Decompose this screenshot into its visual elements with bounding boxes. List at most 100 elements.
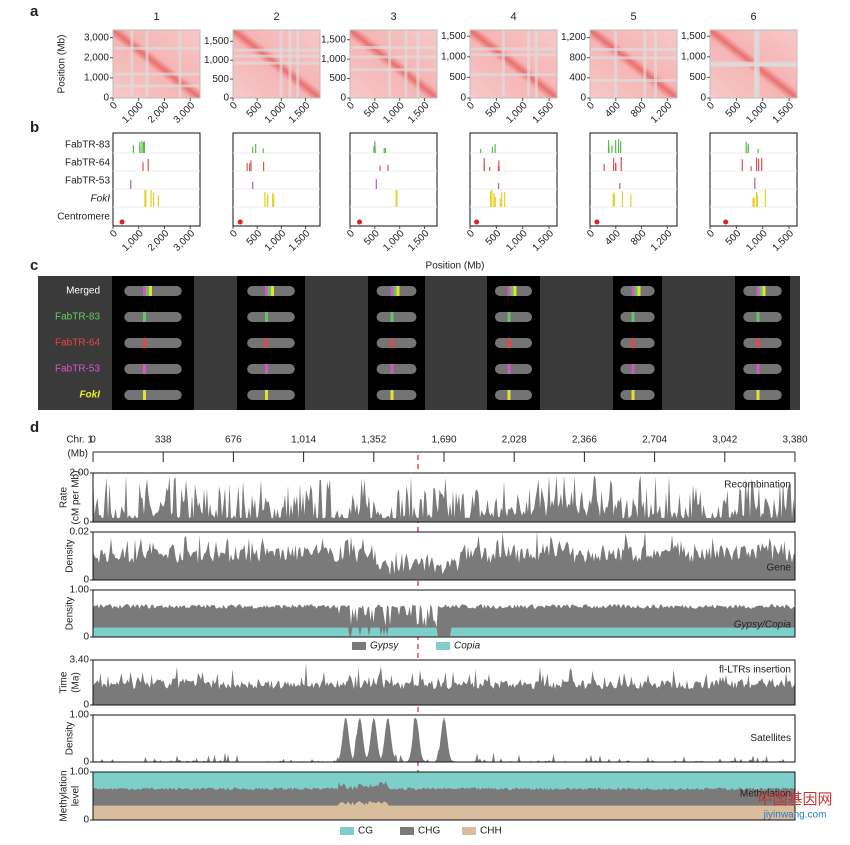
signal-spot: [143, 286, 146, 296]
chromosome: [247, 390, 295, 400]
x-tick-label: 2,000: [146, 100, 172, 126]
y-axis-title: Position (Mb): [57, 35, 68, 94]
signal-spot: [390, 312, 394, 322]
heatmap-stripe: [178, 30, 182, 98]
y-axis-title: Density: [65, 722, 76, 755]
heatmap: [350, 30, 437, 98]
row-label: FabTR-53: [55, 364, 100, 375]
watermark: jiyinwang.com: [763, 810, 827, 821]
signal-spot: [507, 286, 511, 296]
track-frame: [92, 589, 796, 638]
heatmap-stripe: [233, 48, 320, 52]
heatmap-stripe: [710, 63, 797, 67]
x-tick-label: 2,028: [502, 435, 527, 446]
signal-spot: [149, 286, 152, 296]
centromere-dot: [119, 219, 125, 225]
row-label: FabTR-83: [55, 312, 100, 323]
signal-spot: [265, 338, 268, 348]
heatmap-stripe: [130, 30, 134, 98]
heatmap-stripe: [113, 84, 200, 88]
x-tick-label: 1,014: [291, 435, 316, 446]
y-tick-label: 1,000: [84, 73, 109, 84]
plot-title: 3: [390, 11, 396, 23]
legend-label: Copia: [454, 641, 481, 652]
signal-spot: [396, 286, 400, 296]
x-tick-label: 0: [465, 100, 477, 112]
plot-title: 5: [630, 11, 636, 23]
axis-title: Chr. 1: [66, 435, 93, 446]
heatmap-stripe: [534, 30, 538, 98]
track-box: [232, 132, 321, 227]
plot-title: 4: [510, 11, 516, 23]
x-tick-label: 1,500: [531, 228, 557, 254]
signal-spot: [631, 286, 635, 296]
y-tick-label: 1.00: [70, 767, 90, 778]
y-tick-label: 500: [329, 73, 346, 84]
heatmap-stripe: [404, 30, 408, 98]
plot-title: 6: [750, 11, 756, 23]
y-tick-label: 0: [223, 93, 229, 104]
centromere-dot: [357, 219, 363, 225]
signal-spot: [271, 286, 274, 296]
signal-spot: [631, 338, 635, 348]
signal-spot: [143, 338, 146, 348]
x-tick-label: 1,690: [431, 435, 456, 446]
track-box: [349, 132, 438, 227]
track-box: [589, 132, 678, 227]
y-tick-label: 1,000: [681, 51, 706, 62]
x-tick-label: 0: [108, 228, 120, 240]
y-tick-label: 500: [689, 72, 706, 83]
x-tick-label: 1,000: [381, 228, 407, 254]
signal-spot: [759, 286, 763, 296]
signal-spot: [637, 286, 641, 296]
chromosome: [247, 312, 295, 322]
signal-spot: [143, 312, 146, 322]
signal-spot: [265, 286, 268, 296]
track-box: [469, 132, 558, 227]
panel-label: b: [30, 119, 39, 136]
x-tick-label: 500: [484, 228, 504, 248]
x-tick-label: 2,704: [642, 435, 667, 446]
y-tick-label: 1,500: [204, 36, 229, 47]
chromosome: [376, 364, 417, 374]
track-frame: [92, 659, 796, 706]
x-tick-label: 1,000: [120, 100, 146, 126]
heatmap-stripe: [145, 30, 149, 98]
y-tick-label: 1,500: [441, 31, 466, 42]
y-tick-label: 2.00: [70, 468, 90, 479]
x-tick-label: 1,500: [771, 228, 797, 254]
y-tick-label: 0: [83, 757, 89, 768]
heatmap-stripe: [416, 30, 420, 98]
legend-swatch: [340, 827, 354, 835]
heatmap-stripe: [654, 30, 658, 98]
y-tick-label: 0: [340, 93, 346, 104]
heatmap-stripe: [710, 61, 797, 65]
row-label: FokI: [91, 194, 111, 205]
x-tick-label: 500: [362, 100, 382, 120]
x-tick-label: 1,000: [504, 100, 530, 126]
x-tick-label: 1,000: [263, 100, 289, 126]
x-tick-label: 3,380: [782, 435, 807, 446]
x-tick-label: 500: [245, 228, 265, 248]
signal-spot: [390, 390, 394, 400]
heatmap-stripe: [590, 56, 677, 60]
signal-spot: [265, 390, 268, 400]
track-frame: [92, 531, 796, 581]
chromosome: [124, 390, 182, 400]
chh-area: [93, 801, 795, 820]
row-label: FabTR-64: [65, 158, 110, 169]
signal-spot: [143, 364, 146, 374]
chromosome: [743, 390, 782, 400]
x-tick-label: 0: [585, 100, 597, 112]
signal-spot: [507, 312, 511, 322]
heatmap-stripe: [113, 72, 200, 76]
x-tick-label: 500: [724, 228, 744, 248]
row-label: FabTR-83: [65, 140, 110, 151]
chromosome: [124, 312, 182, 322]
copia-area: [93, 627, 795, 637]
signal-spot: [756, 312, 760, 322]
legend-swatch: [436, 642, 450, 650]
y-tick-label: 0: [83, 632, 89, 643]
legend-swatch: [400, 827, 414, 835]
track-frame: [92, 472, 796, 523]
